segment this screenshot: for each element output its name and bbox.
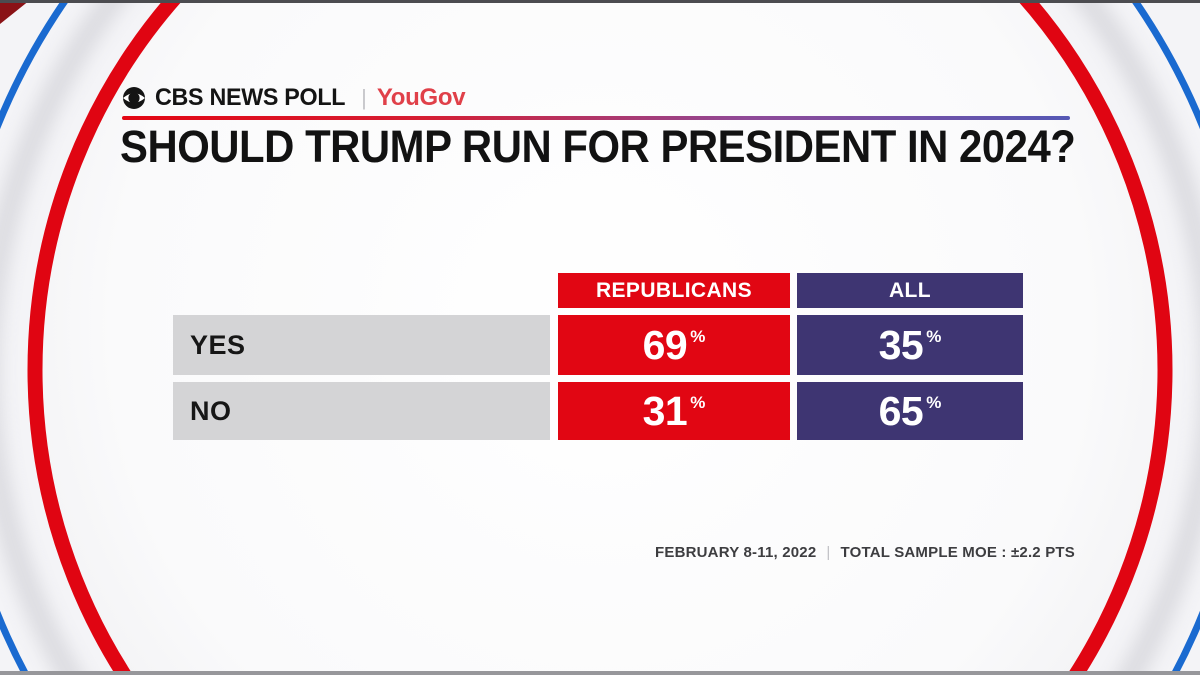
cell-no-republicans: 31 % (558, 382, 790, 440)
brand-text: CBS NEWS POLL (155, 84, 346, 111)
header-divider: | (361, 85, 367, 110)
row-label-yes: YES (173, 315, 550, 375)
value-number: 65 (878, 387, 924, 434)
poll-question-title: SHOULD TRUMP RUN FOR PRESIDENT IN 2024? (120, 121, 1076, 172)
cell-yes-republicans: 69 % (558, 315, 790, 375)
top-edge-line (0, 0, 1200, 3)
footer-note: FEBRUARY 8-11, 2022 | TOTAL SAMPLE MOE :… (0, 544, 1075, 561)
red-ring (27, 0, 1173, 675)
row-label-no: NO (173, 382, 550, 440)
poll-moe: TOTAL SAMPLE MOE : ±2.2 PTS (840, 544, 1075, 561)
partner-text: YouGov (376, 84, 466, 111)
row-label-text: NO (190, 395, 232, 426)
percent-sign: % (690, 326, 706, 346)
corner-accent (0, 0, 30, 24)
percent-sign: % (690, 392, 706, 412)
poll-date: FEBRUARY 8-11, 2022 (655, 544, 817, 561)
column-header-republicans: REPUBLICANS (558, 273, 790, 308)
percent-sign: % (926, 326, 942, 346)
row-label-text: YES (190, 329, 246, 360)
cbs-eye-icon (122, 86, 146, 110)
value-number: 69 (642, 321, 688, 368)
header-brand: CBS NEWS POLL | YouGov (122, 84, 466, 112)
percent-sign: % (926, 392, 942, 412)
cell-no-all: 65 % (797, 382, 1023, 440)
column-header-all: ALL (797, 273, 1023, 308)
value-number: 35 (878, 321, 924, 368)
accent-rule (122, 116, 1070, 120)
footer-divider: | (826, 544, 831, 561)
cell-yes-all: 35 % (797, 315, 1023, 375)
value-number: 31 (642, 387, 688, 434)
bottom-edge-line (0, 671, 1200, 675)
